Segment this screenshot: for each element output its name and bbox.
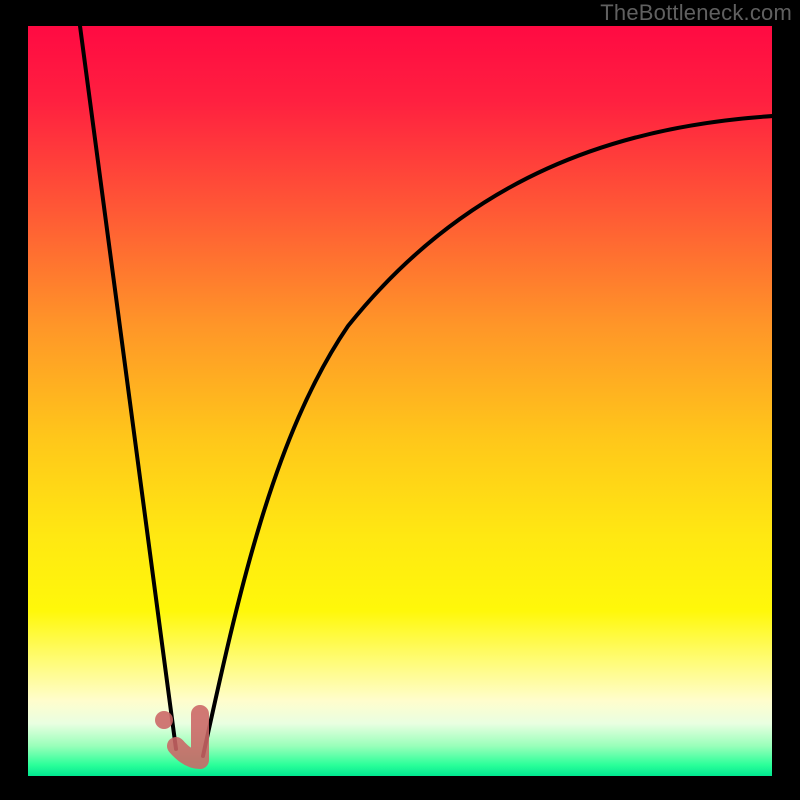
figure-root: TheBottleneck.com <box>0 0 800 800</box>
brand-watermark: TheBottleneck.com <box>600 0 792 26</box>
gradient-background <box>28 26 772 776</box>
marker-dot-icon <box>155 711 173 729</box>
bottleneck-plot <box>28 26 772 776</box>
